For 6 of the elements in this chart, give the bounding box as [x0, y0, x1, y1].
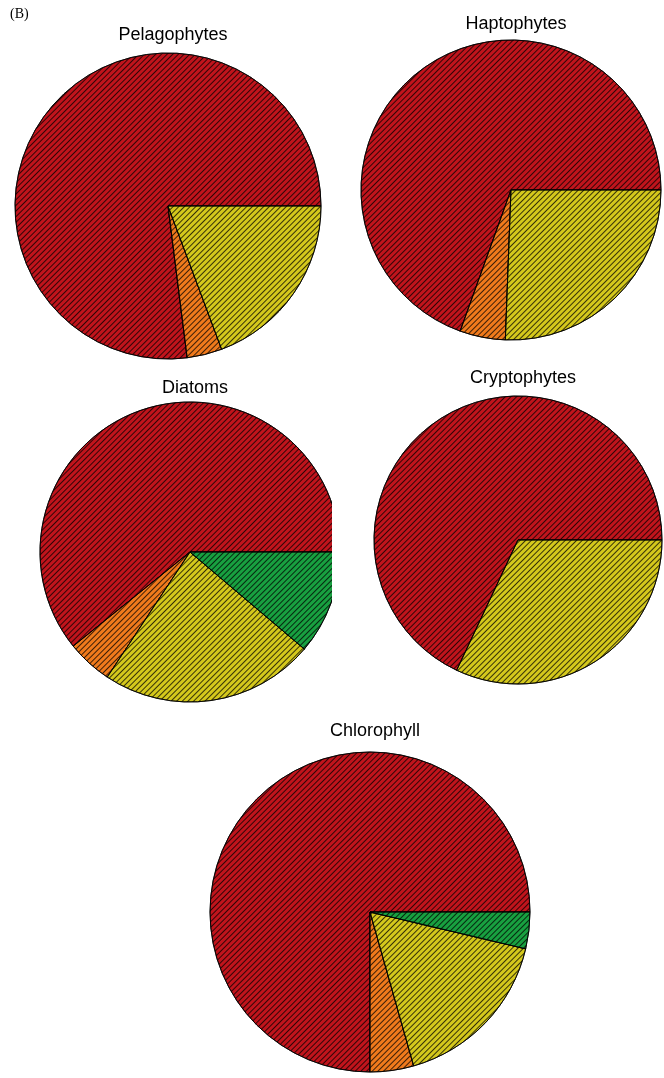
- chart-title: Haptophytes: [465, 13, 567, 33]
- text: (B): [10, 5, 29, 22]
- chart-title: Pelagophytes: [118, 24, 228, 44]
- chart-title: Chlorophyll: [329, 720, 421, 740]
- chart-title: Cryptophytes: [469, 367, 577, 387]
- chart-title: Diatoms: [161, 377, 229, 397]
